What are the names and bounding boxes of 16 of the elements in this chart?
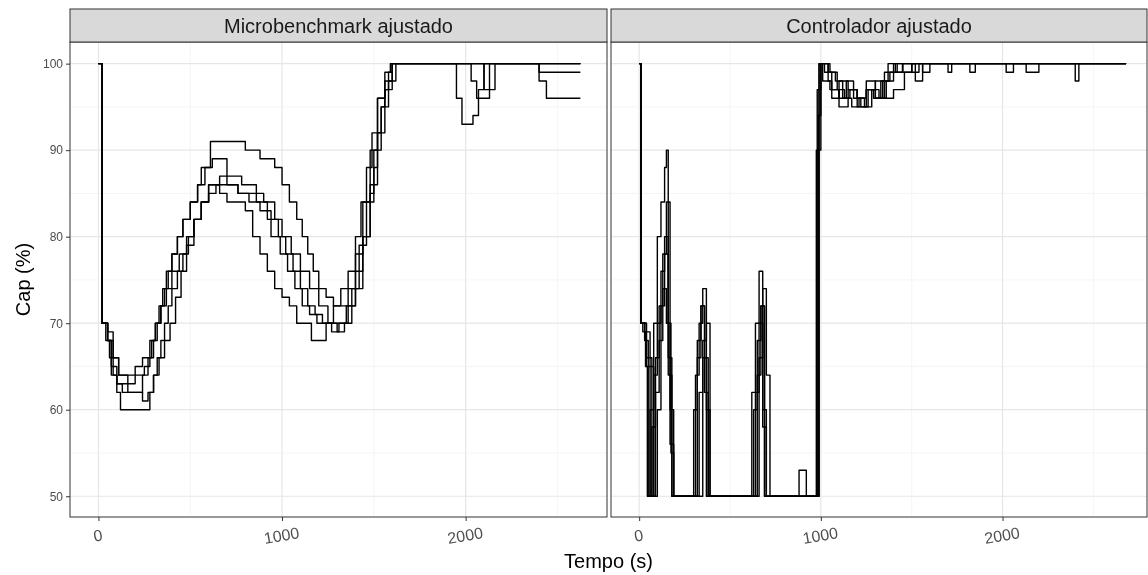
x-tick-label: 2000 [446,524,485,548]
y-tick-label: 90 [49,143,64,158]
x-tick-label: 0 [92,526,104,545]
y-tick-label: 80 [49,230,64,245]
x-tick-label: 1000 [262,524,301,548]
y-axis-title: Cap (%) [12,242,34,317]
y-tick-label: 70 [49,316,64,331]
x-tick-label: 2000 [983,524,1022,548]
y-tick-label: 60 [49,403,64,418]
y-tick-label: 100 [42,56,64,71]
chart-title: Controlador ajustado [786,14,972,37]
y-tick-label: 50 [49,489,64,504]
x-tick-label: 1000 [801,524,840,548]
x-tick-label: 0 [632,526,645,545]
x-axis-title: Tempo (s) [564,550,653,572]
chart-title: Microbenchmark ajustado [224,14,453,37]
